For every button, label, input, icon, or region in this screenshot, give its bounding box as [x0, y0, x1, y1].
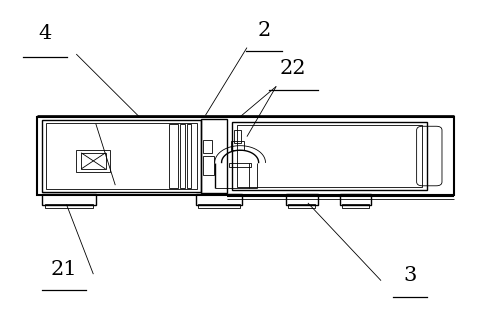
Text: 22: 22	[280, 59, 306, 78]
Bar	[339, 194, 370, 204]
Bar	[42, 194, 96, 204]
Bar	[179, 124, 185, 188]
Text: 4: 4	[38, 24, 51, 43]
Bar	[76, 150, 110, 172]
Bar	[232, 122, 427, 190]
Text: 21: 21	[51, 260, 77, 279]
Bar	[37, 117, 453, 195]
Bar	[195, 194, 242, 204]
Bar	[198, 203, 239, 208]
Bar	[200, 119, 227, 193]
Bar	[237, 125, 422, 187]
Bar	[233, 130, 241, 143]
Bar	[203, 156, 213, 176]
Text: 3: 3	[403, 266, 416, 285]
Bar	[46, 123, 196, 189]
Bar	[203, 140, 211, 153]
Bar	[187, 124, 191, 188]
Bar	[288, 203, 315, 208]
Bar	[168, 124, 177, 188]
Bar	[42, 121, 200, 192]
Bar	[228, 162, 250, 167]
Bar	[231, 141, 243, 150]
Bar	[44, 203, 93, 208]
Text: 2: 2	[257, 20, 270, 40]
Bar	[81, 153, 105, 169]
Bar	[341, 203, 368, 208]
Bar	[285, 194, 317, 204]
